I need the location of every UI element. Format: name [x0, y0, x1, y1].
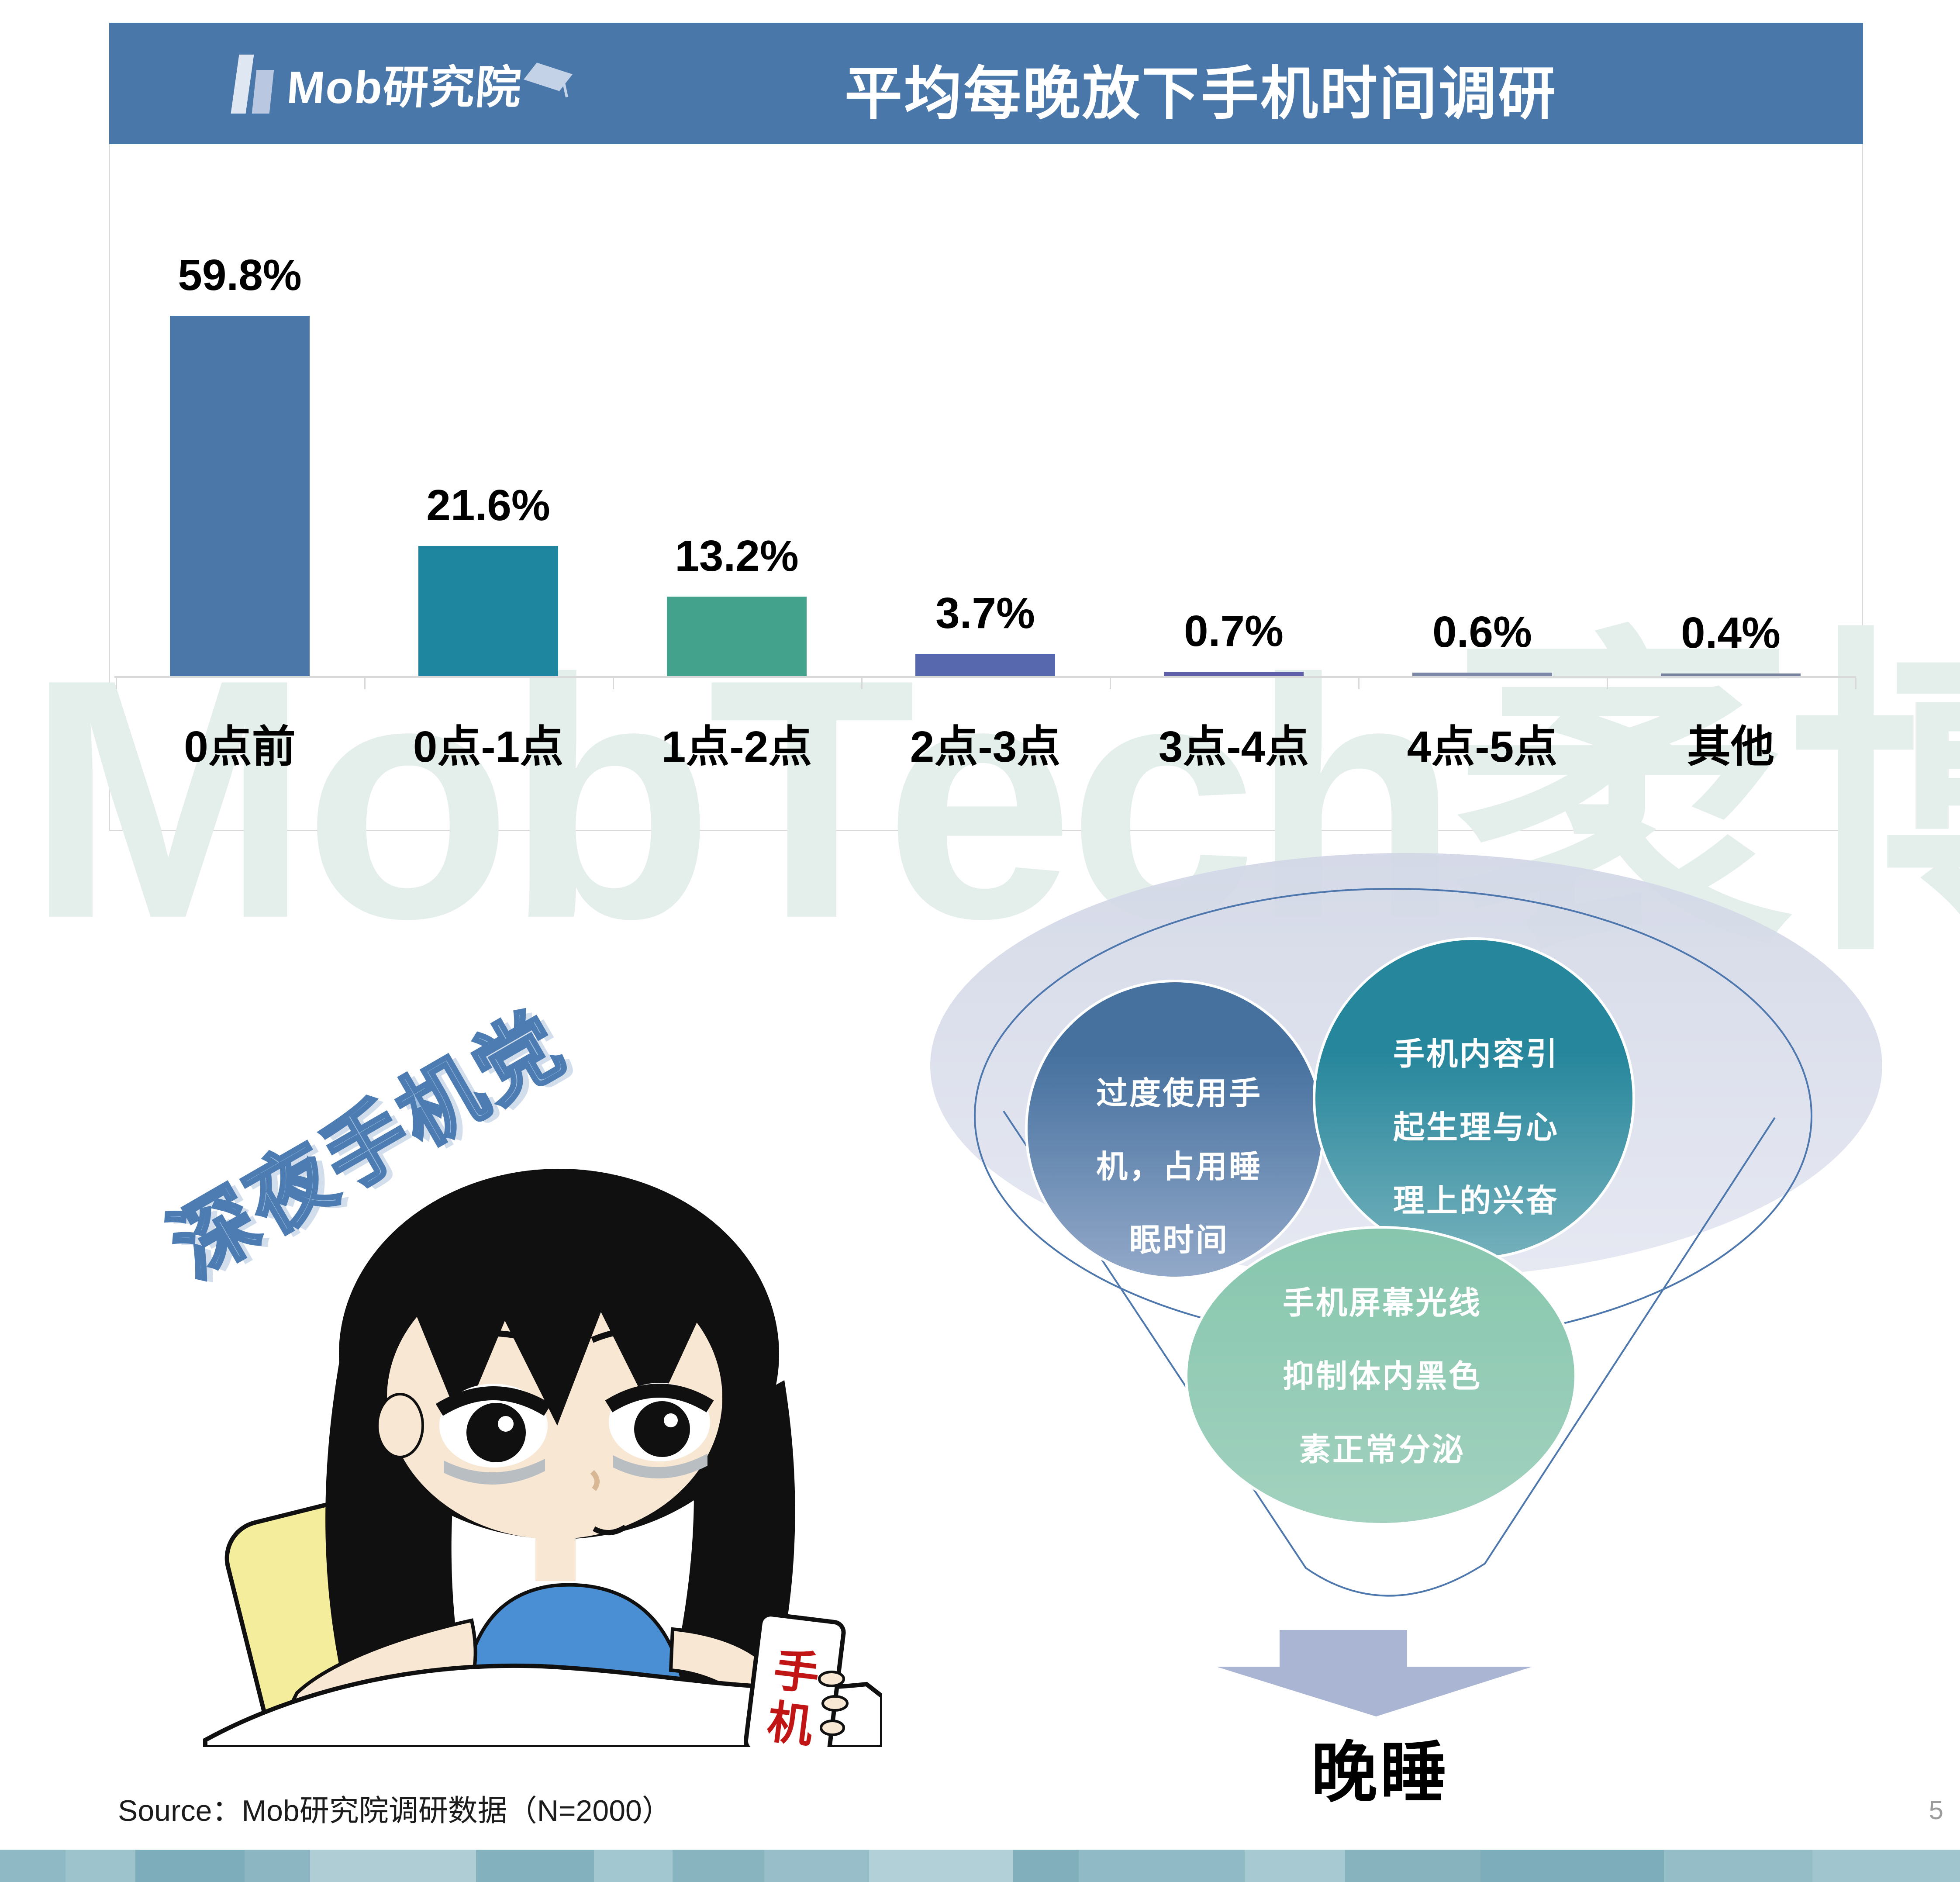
footer-band-segment [594, 1850, 673, 1882]
eyebrow-left [444, 1330, 538, 1347]
x-axis-label: 0点-1点 [413, 722, 564, 771]
eyes [435, 1383, 714, 1485]
funnel-diagram [930, 853, 1882, 1716]
eyebrow-right [591, 1326, 684, 1343]
x-axis-tick [115, 678, 117, 689]
bubble-excitement-text: 手机内容引 起生理与心 理上的兴奋 [1393, 1037, 1559, 1219]
bar-value-label: 0.6% [1432, 607, 1532, 656]
bar-value-label: 59.8% [178, 250, 302, 300]
footer-band-segment [1664, 1850, 1812, 1882]
bar-4点-5点 [1412, 672, 1552, 676]
footer-band-segment [0, 1850, 66, 1882]
bar-3点-4点 [1164, 672, 1304, 676]
x-axis-label: 3点-4点 [1158, 722, 1309, 771]
footer-band-segment [310, 1850, 476, 1882]
bangs [400, 1230, 765, 1426]
x-axis-label: 4点-5点 [1407, 722, 1558, 771]
logo-text: Mob研究院 [285, 62, 524, 113]
page-number: 5 [1929, 1796, 1943, 1825]
phone-label-char-1: 手 [771, 1644, 822, 1700]
bar-其他 [1661, 673, 1801, 676]
funnel-result-label: 晚睡 [1311, 1736, 1449, 1810]
bubble-screenlight [1185, 1226, 1577, 1526]
nose [590, 1470, 600, 1491]
mob-logo: Mob研究院 [231, 48, 577, 118]
bar-1点-2点 [667, 596, 807, 676]
x-axis-tick [1855, 678, 1856, 689]
phone: 手 机 [743, 1612, 846, 1747]
chart-panel [109, 144, 1863, 831]
neck [535, 1529, 576, 1581]
x-axis-tick [1606, 678, 1608, 689]
chart-card-header [109, 23, 1863, 144]
footer-band-segment [1013, 1850, 1079, 1882]
footer-band-segment [1245, 1850, 1345, 1882]
down-arrow-icon [1216, 1630, 1532, 1716]
bar-chart: 59.8% 0点前 21.6% 0点-1点 13.2% 1点-2点 3.7% 2点-3点 0.7… [0, 0, 1960, 834]
footer-band-segment [1812, 1850, 1960, 1882]
bubble-overuse-text: 过度使用手 机，占用睡 眠时间 [1096, 1076, 1262, 1258]
tired-girl-cartoon: 手 机 [203, 1169, 882, 1747]
footer-band-segment [869, 1850, 1013, 1882]
bar-2点-3点 [915, 653, 1055, 676]
footer-band-segment [673, 1850, 764, 1882]
footer-band-segment [1345, 1850, 1480, 1882]
bar-value-label: 0.4% [1681, 608, 1781, 657]
bar-0点前 [170, 315, 310, 676]
source-note: Source：Mob研究院调研数据（N=2000） [118, 1794, 672, 1827]
x-axis-tick [1109, 678, 1111, 689]
footer-band-segment [1480, 1850, 1664, 1882]
right-hand-fingers [818, 1671, 849, 1736]
x-axis-tick [1358, 678, 1360, 689]
bar-value-label: 3.7% [935, 588, 1035, 638]
x-axis-label: 0点前 [184, 722, 296, 771]
footer-band-segment [764, 1850, 869, 1882]
mouth [593, 1524, 627, 1536]
x-axis-tick [861, 678, 863, 689]
x-axis-line [114, 676, 1856, 678]
graduation-cap-icon [523, 62, 577, 103]
x-axis-tick [364, 678, 366, 689]
ear [376, 1393, 424, 1458]
bubble-screenlight-text: 手机屏幕光线 抑制体内黑色 素正常分泌 [1282, 1286, 1482, 1468]
footer-band-segment [1079, 1850, 1245, 1882]
footer-band-segment [245, 1850, 310, 1882]
x-axis-label: 1点-2点 [661, 722, 812, 771]
bar-0点-1点 [418, 546, 558, 676]
bar-value-label: 13.2% [675, 531, 799, 580]
footer-band-segment [476, 1850, 594, 1882]
footer-band-segment [135, 1850, 245, 1882]
bar-value-label: 0.7% [1184, 607, 1284, 656]
page-title: 平均每晚放下手机时间调研 [845, 62, 1557, 126]
building-icon [231, 50, 280, 116]
x-axis-tick [612, 678, 614, 689]
bar-value-label: 21.6% [426, 480, 550, 530]
footer-decoration-band [0, 1850, 1960, 1882]
phone-label-char-2: 机 [764, 1696, 815, 1747]
footer-band-segment [66, 1850, 135, 1882]
funnel-cone-outline [1003, 1110, 1776, 1597]
x-axis-label: 2点-3点 [910, 722, 1061, 771]
x-axis-label: 其他 [1687, 722, 1774, 771]
